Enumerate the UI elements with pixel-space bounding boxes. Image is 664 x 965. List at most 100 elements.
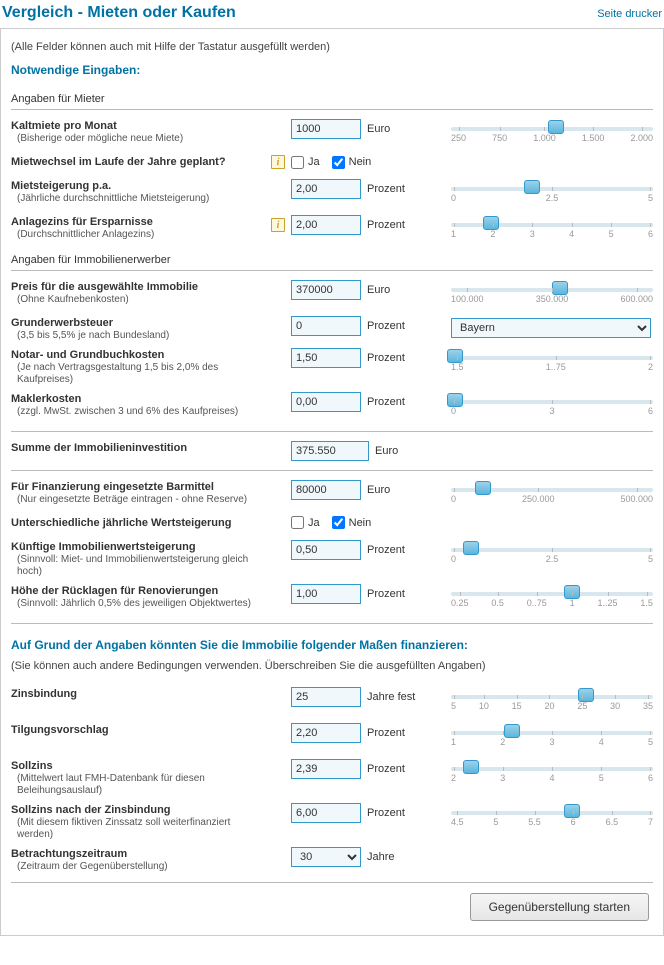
slider-tick: 25 — [577, 701, 587, 711]
row-anlagezins: Anlagezins für Ersparnisse (Durchschnitt… — [11, 212, 653, 248]
slider-tick: 2 — [451, 773, 456, 783]
row-preis: Preis für die ausgewählte Immobilie (Ohn… — [11, 277, 653, 313]
row-wertsteig-diff: Unterschiedliche jährliche Wertsteigerun… — [11, 513, 653, 537]
grunderwerb-input[interactable] — [291, 316, 361, 336]
print-link[interactable]: Seite drucker — [597, 8, 662, 20]
info-icon[interactable]: i — [271, 155, 285, 169]
preis-input[interactable] — [291, 280, 361, 300]
slider-tick: 0 — [451, 554, 456, 564]
slider-tick: 0.5 — [491, 598, 504, 608]
anlagezins-label: Anlagezins für Ersparnisse — [11, 215, 265, 229]
preis-slider[interactable]: 100.000350.000600.000 — [451, 282, 653, 310]
slider-tick: 0 — [451, 406, 456, 416]
tilgung-slider[interactable]: 1 2 3 4 5 — [451, 725, 653, 753]
sollzins-nach-slider[interactable]: 4.555.566.57 — [451, 805, 653, 833]
info-icon[interactable]: i — [271, 218, 285, 232]
anlagezins-input[interactable] — [291, 215, 361, 235]
slider-tick: 4 — [569, 229, 574, 239]
slider-tick: 3 — [549, 406, 554, 416]
wertsteig-nein[interactable]: Nein — [332, 516, 372, 529]
financing-sub: (Sie können auch andere Bedingungen verw… — [11, 656, 653, 676]
row-kaltmiete: Kaltmiete pro Monat (Bisherige oder mögl… — [11, 116, 653, 152]
financing-title: Auf Grund der Angaben könnten Sie die Im… — [11, 630, 653, 656]
slider-tick: 3 — [530, 229, 535, 239]
slider-tick: 2.5 — [546, 193, 559, 203]
kaltmiete-sub: (Bisherige oder mögliche neue Miete) — [11, 133, 265, 145]
bundesland-select[interactable]: Bayern — [451, 318, 651, 338]
slider-tick: 5 — [648, 554, 653, 564]
makler-slider[interactable]: 036 — [451, 394, 653, 422]
kaltmiete-input[interactable] — [291, 119, 361, 139]
ruecklagen-input[interactable] — [291, 584, 361, 604]
slider-tick: 5 — [648, 193, 653, 203]
wertsteig-ja[interactable]: Ja — [291, 516, 320, 529]
submit-button[interactable]: Gegenüberstellung starten — [470, 893, 649, 921]
slider-tick: 1..75 — [546, 362, 566, 372]
zinsbindung-slider[interactable]: 5 10 15 20 25 30 35 — [451, 689, 653, 717]
slider-tick: 20 — [544, 701, 554, 711]
slider-tick: 4 — [599, 737, 604, 747]
slider-tick: 6 — [648, 229, 653, 239]
slider-tick: 5 — [648, 737, 653, 747]
slider-tick: 250 — [451, 133, 466, 143]
kaltmiete-slider[interactable]: 2507501.0001.5002.000 — [451, 121, 653, 149]
row-mietsteigerung: Mietsteigerung p.a. (Jährliche durchschn… — [11, 176, 653, 212]
slider-tick: 2.000 — [630, 133, 653, 143]
wertsteig-input[interactable] — [291, 540, 361, 560]
slider-tick: 1..25 — [598, 598, 618, 608]
mietwechsel-label: Mietwechsel im Laufe der Jahre geplant? — [11, 155, 265, 169]
slider-tick: 6 — [571, 817, 576, 827]
barmittel-input[interactable] — [291, 480, 361, 500]
mietsteigerung-sub: (Jährliche durchschnittliche Mietsteiger… — [11, 193, 265, 205]
barmittel-slider[interactable]: 0 250.000 500.000 — [451, 482, 653, 510]
slider-tick: 15 — [512, 701, 522, 711]
slider-tick: 30 — [610, 701, 620, 711]
row-ruecklagen: Höhe der Rücklagen für Renovierungen (Si… — [11, 581, 653, 617]
anlagezins-slider[interactable]: 123456 — [451, 217, 653, 245]
makler-input[interactable] — [291, 392, 361, 412]
ruecklagen-slider[interactable]: 0.250.50..7511..251.5 — [451, 586, 653, 614]
slider-tick: 3 — [549, 737, 554, 747]
row-sollzins-nach: Sollzins nach der Zinsbindung (Mit diese… — [11, 800, 653, 844]
wertsteig-slider[interactable]: 02.55 — [451, 542, 653, 570]
sollzins-input[interactable] — [291, 759, 361, 779]
row-makler: Maklerkosten (zzgl. MwSt. zwischen 3 und… — [11, 389, 653, 425]
row-mietwechsel: Mietwechsel im Laufe der Jahre geplant? … — [11, 152, 653, 176]
summe-input[interactable] — [291, 441, 369, 461]
slider-tick: 0..75 — [527, 598, 547, 608]
notar-input[interactable] — [291, 348, 361, 368]
required-inputs-title: Notwendige Eingaben: — [11, 57, 653, 87]
slider-tick: 35 — [643, 701, 653, 711]
mietwechsel-ja[interactable]: Ja — [291, 156, 320, 169]
betrachtung-select[interactable]: 30 — [291, 847, 361, 867]
slider-tick: 1.000 — [533, 133, 556, 143]
sollzins-nach-input[interactable] — [291, 803, 361, 823]
slider-tick: 250.000 — [522, 494, 555, 504]
slider-tick: 500.000 — [620, 494, 653, 504]
notar-slider[interactable]: 1.51..752 — [451, 350, 653, 378]
slider-tick: 2 — [648, 362, 653, 372]
tilgung-input[interactable] — [291, 723, 361, 743]
mietsteigerung-slider[interactable]: 02.55 — [451, 181, 653, 209]
group-mieter-title: Angaben für Mieter — [11, 87, 653, 110]
slider-tick: 5 — [451, 701, 456, 711]
mietsteigerung-label: Mietsteigerung p.a. — [11, 179, 265, 193]
slider-tick: 2.5 — [546, 554, 559, 564]
slider-tick: 4 — [549, 773, 554, 783]
slider-tick: 1 — [451, 737, 456, 747]
row-notar: Notar- und Grundbuchkosten (Je nach Vert… — [11, 345, 653, 389]
slider-tick: 750 — [492, 133, 507, 143]
slider-tick: 0 — [451, 494, 456, 504]
slider-tick: 2 — [500, 737, 505, 747]
zinsbindung-input[interactable] — [291, 687, 361, 707]
row-wertsteigerung: Künftige Immobilienwertsteigerung (Sinnv… — [11, 537, 653, 581]
slider-tick: 1 — [451, 229, 456, 239]
mietsteigerung-input[interactable] — [291, 179, 361, 199]
slider-tick: 0 — [451, 193, 456, 203]
slider-tick: 100.000 — [451, 294, 484, 304]
slider-tick: 350.000 — [536, 294, 569, 304]
mietwechsel-nein[interactable]: Nein — [332, 156, 372, 169]
kaltmiete-unit: Euro — [367, 123, 390, 135]
slider-tick: 10 — [479, 701, 489, 711]
sollzins-slider[interactable]: 23456 — [451, 761, 653, 789]
